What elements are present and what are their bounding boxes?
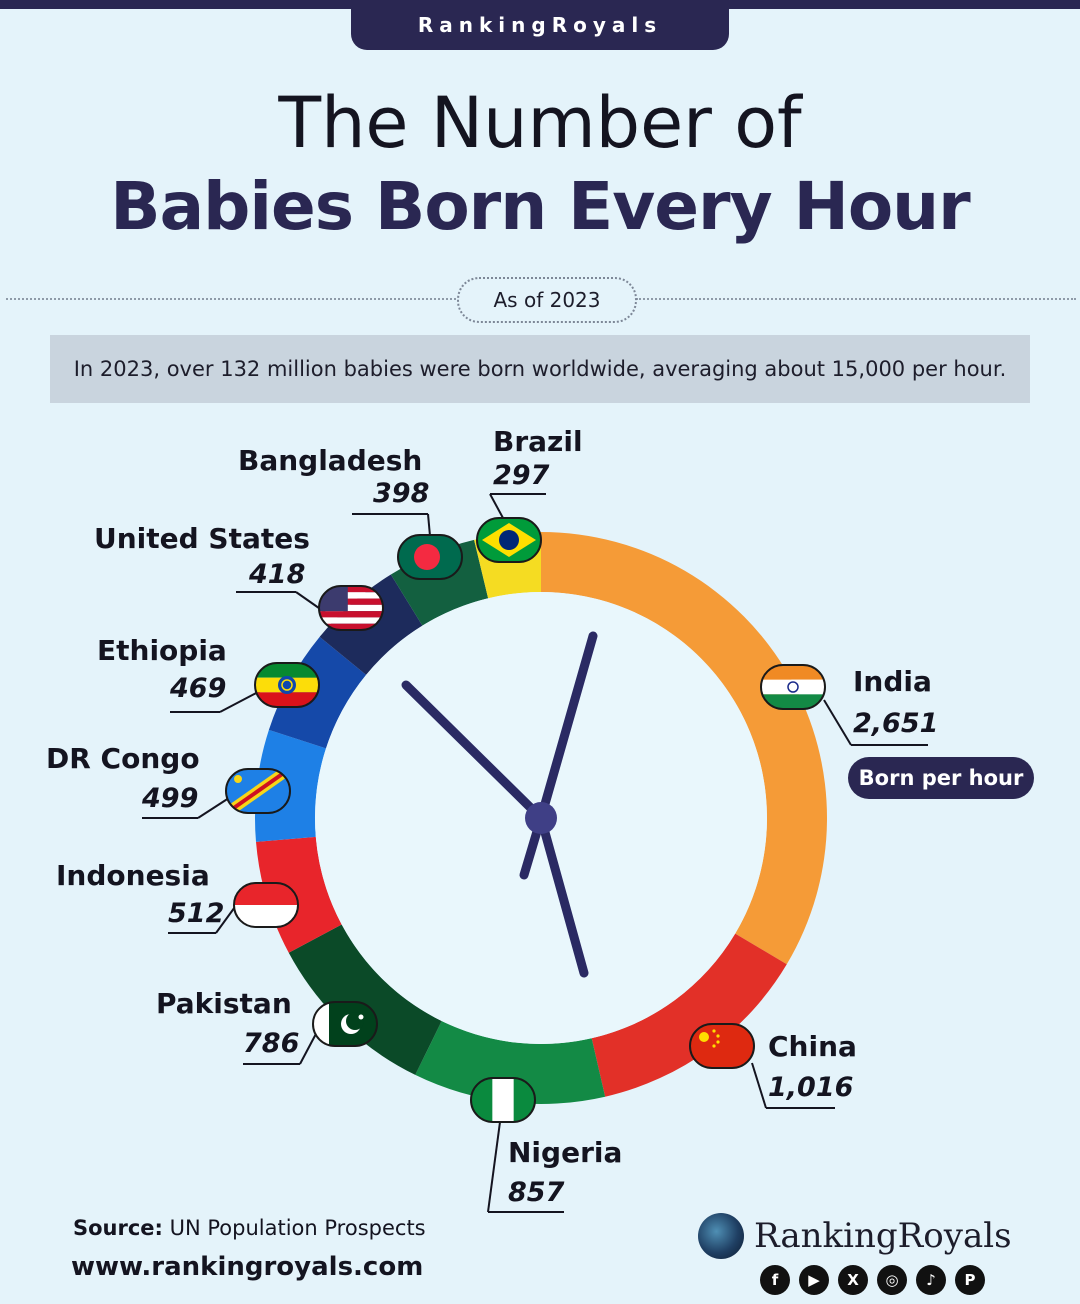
india-flag-icon bbox=[760, 664, 826, 710]
leader-pakistan bbox=[299, 1029, 319, 1065]
label-china: China bbox=[768, 1030, 857, 1063]
brazil-flag-icon bbox=[476, 517, 542, 563]
divider-right bbox=[636, 298, 1076, 300]
pinterest-icon[interactable]: P bbox=[955, 1265, 985, 1295]
value-pakistan: 786 bbox=[243, 1028, 300, 1059]
website-link[interactable]: www.rankingroyals.com bbox=[71, 1252, 424, 1282]
minute-hand bbox=[536, 631, 598, 823]
brand-tab: RankingRoyals bbox=[351, 0, 729, 50]
facebook-icon[interactable]: f bbox=[760, 1265, 790, 1295]
segment-dr-congo bbox=[255, 729, 326, 842]
usa-flag-icon bbox=[318, 585, 384, 631]
leader-nigeria bbox=[487, 1121, 501, 1213]
value-bangladesh: 398 bbox=[373, 478, 430, 509]
label-pakistan: Pakistan bbox=[156, 987, 292, 1020]
segment-china bbox=[591, 933, 787, 1097]
unit-pill: Born per hour bbox=[848, 757, 1034, 799]
segment-india bbox=[541, 532, 827, 965]
leader-india bbox=[823, 699, 852, 746]
title-line-1: The Number of bbox=[278, 82, 802, 164]
label-ethiopia: Ethiopia bbox=[97, 634, 227, 667]
divider-left bbox=[6, 298, 456, 300]
source-text: UN Population Prospects bbox=[162, 1216, 426, 1240]
as-of-badge: As of 2023 bbox=[457, 277, 637, 323]
pakistan-flag-icon bbox=[312, 1001, 378, 1047]
label-united-states: United States bbox=[94, 522, 310, 555]
bangladesh-flag-icon bbox=[397, 534, 463, 580]
summary-banner: In 2023, over 132 million babies were bo… bbox=[50, 335, 1030, 403]
ethiopia-flag-icon bbox=[254, 662, 320, 708]
title-line-2: Babies Born Every Hour bbox=[110, 168, 970, 245]
nigeria-flag-icon bbox=[470, 1077, 536, 1123]
value-ethiopia: 469 bbox=[170, 673, 227, 704]
instagram-icon[interactable]: ◎ bbox=[877, 1265, 907, 1295]
label-india: India bbox=[853, 665, 932, 698]
youtube-icon[interactable]: ▶ bbox=[799, 1265, 829, 1295]
label-bangladesh: Bangladesh bbox=[238, 444, 423, 477]
social-icons: f ▶ X ◎ ♪ P bbox=[760, 1265, 985, 1295]
logo-text: RankingRoyals bbox=[754, 1216, 1012, 1256]
hour-hand bbox=[401, 680, 546, 823]
value-india: 2,651 bbox=[853, 708, 939, 739]
leader-china bbox=[751, 1062, 767, 1109]
label-nigeria: Nigeria bbox=[508, 1136, 623, 1169]
tiktok-icon[interactable]: ♪ bbox=[916, 1265, 946, 1295]
leader-dr-congo bbox=[197, 795, 233, 819]
value-brazil: 297 bbox=[493, 460, 550, 491]
indonesia-flag-icon bbox=[233, 882, 299, 928]
value-china: 1,016 bbox=[768, 1072, 854, 1103]
value-united-states: 418 bbox=[249, 559, 306, 590]
logo-mark-icon bbox=[698, 1213, 744, 1259]
segment-pakistan bbox=[288, 924, 442, 1075]
value-nigeria: 857 bbox=[508, 1177, 565, 1208]
clock-center bbox=[525, 802, 557, 834]
lower-hand bbox=[536, 813, 589, 978]
source-label: Source: bbox=[73, 1216, 163, 1240]
china-flag-icon bbox=[689, 1023, 755, 1069]
leader-brazil bbox=[489, 493, 504, 519]
drcongo-flag-icon bbox=[225, 768, 291, 814]
label-dr-congo: DR Congo bbox=[46, 742, 200, 775]
leader-bangladesh bbox=[427, 513, 431, 537]
label-indonesia: Indonesia bbox=[56, 859, 210, 892]
value-indonesia: 512 bbox=[168, 898, 225, 929]
label-brazil: Brazil bbox=[493, 425, 583, 458]
logo: RankingRoyals bbox=[698, 1210, 1028, 1262]
value-dr-congo: 499 bbox=[142, 783, 199, 814]
segment-nigeria bbox=[415, 1020, 606, 1104]
clock-hands bbox=[401, 631, 598, 978]
source-line: Source: UN Population Prospects bbox=[73, 1216, 426, 1240]
leader-ethiopia bbox=[219, 689, 263, 713]
x-icon[interactable]: X bbox=[838, 1265, 868, 1295]
